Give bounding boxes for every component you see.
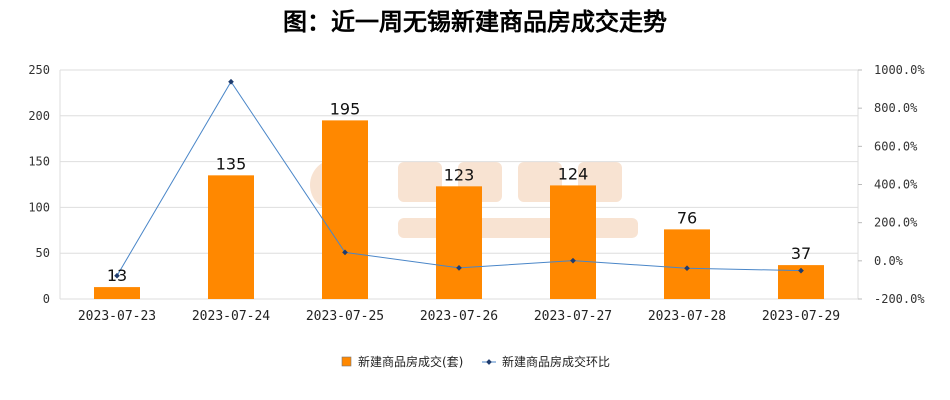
- watermark-glyph: [398, 162, 442, 202]
- bar: [208, 175, 254, 299]
- x-tick-label: 2023-07-23: [78, 309, 156, 324]
- right-tick-label: -200.0%: [874, 292, 925, 306]
- bar-data-label: 195: [330, 99, 361, 118]
- right-tick-label: 200.0%: [874, 216, 918, 230]
- legend: 新建商品房成交(套) 新建商品房成交环比: [341, 354, 610, 369]
- ratio-point: [798, 267, 804, 274]
- legend-bar-swatch: [341, 356, 352, 367]
- ratio-point: [570, 257, 576, 264]
- ratio-point: [684, 265, 690, 272]
- bar: [94, 287, 140, 299]
- x-tick-label: 2023-07-26: [420, 309, 498, 324]
- ratio-point: [228, 78, 234, 85]
- bar-data-label: 135: [216, 154, 247, 173]
- bar-data-label: 124: [558, 164, 589, 183]
- right-tick-label: 0.0%: [874, 254, 904, 268]
- bar-data-label: 37: [791, 244, 811, 263]
- left-tick-label: 100: [28, 200, 50, 214]
- watermark-url-mark: [398, 218, 638, 238]
- bar-data-label: 123: [444, 165, 475, 184]
- x-tick-label: 2023-07-28: [648, 309, 726, 324]
- bar-data-label: 76: [677, 208, 697, 227]
- x-tick-label: 2023-07-25: [306, 309, 384, 324]
- bar-data-label: 13: [107, 266, 127, 285]
- right-tick-label: 400.0%: [874, 178, 918, 192]
- left-tick-label: 200: [28, 109, 50, 123]
- ratio-point: [456, 265, 462, 271]
- bar: [664, 229, 710, 299]
- bar: [436, 186, 482, 299]
- ratio-point: [114, 272, 120, 279]
- left-tick-label: 50: [36, 246, 50, 260]
- legend-line-label: 新建商品房成交环比: [502, 354, 610, 369]
- bar: [550, 185, 596, 299]
- chart-title: 图：近一周无锡新建商品房成交走势: [283, 8, 667, 36]
- left-tick-label: 0: [43, 292, 50, 306]
- x-tick-label: 2023-07-29: [762, 309, 840, 324]
- left-tick-label: 150: [28, 155, 50, 169]
- right-tick-label: 1000.0%: [874, 63, 925, 77]
- legend-bar-label: 新建商品房成交(套): [358, 354, 463, 369]
- x-tick-label: 2023-07-27: [534, 309, 612, 324]
- x-tick-label: 2023-07-24: [192, 309, 270, 324]
- bar: [322, 120, 368, 299]
- right-tick-label: 600.0%: [874, 139, 918, 153]
- right-tick-label: 800.0%: [874, 101, 918, 115]
- left-tick-label: 250: [28, 63, 50, 77]
- legend-line-marker: [486, 359, 492, 365]
- ratio-point: [342, 249, 348, 256]
